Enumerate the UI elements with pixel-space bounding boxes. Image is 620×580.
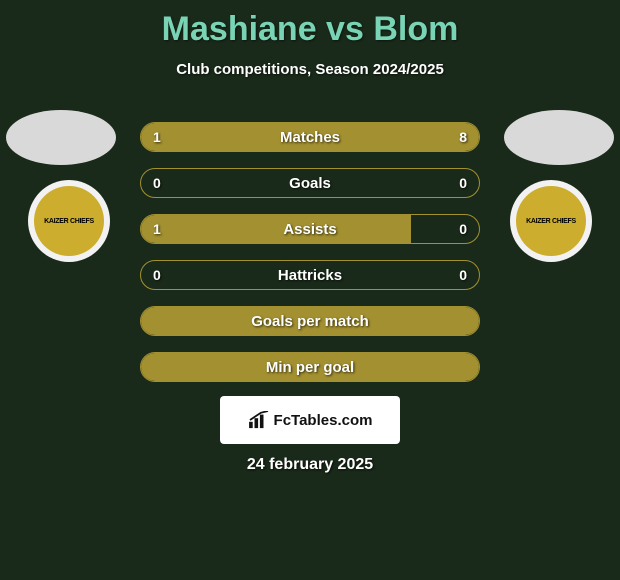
stat-label: Goals: [141, 175, 479, 192]
player-slot-right: [504, 110, 614, 165]
club-badge-right: KAIZER CHIEFS: [510, 180, 592, 262]
club-badge-left-label: KAIZER CHIEFS: [34, 186, 104, 256]
stat-row: 0Goals0: [140, 168, 480, 198]
stat-label: Hattricks: [141, 267, 479, 284]
stat-label: Assists: [141, 221, 479, 238]
brand-badge: FcTables.com: [220, 396, 400, 444]
club-badge-right-label: KAIZER CHIEFS: [516, 186, 586, 256]
page-subtitle: Club competitions, Season 2024/2025: [0, 61, 620, 78]
stat-label: Min per goal: [141, 359, 479, 376]
chart-icon: [248, 411, 270, 429]
stat-label: Goals per match: [141, 313, 479, 330]
stat-row: 1Matches8: [140, 122, 480, 152]
footer-date: 24 february 2025: [0, 456, 620, 474]
brand-text: FcTables.com: [274, 412, 373, 429]
player-slot-left: [6, 110, 116, 165]
stat-value-right: 0: [459, 175, 467, 191]
stat-value-right: 0: [459, 267, 467, 283]
stat-row: 0Hattricks0: [140, 260, 480, 290]
stat-row: Goals per match: [140, 306, 480, 336]
stat-row: 1Assists0: [140, 214, 480, 244]
page-title: Mashiane vs Blom: [0, 0, 620, 49]
stats-container: 1Matches80Goals01Assists00Hattricks0Goal…: [140, 122, 480, 398]
stat-row: Min per goal: [140, 352, 480, 382]
stat-value-right: 0: [459, 221, 467, 237]
club-badge-left: KAIZER CHIEFS: [28, 180, 110, 262]
stat-label: Matches: [141, 129, 479, 146]
stat-value-right: 8: [459, 129, 467, 145]
